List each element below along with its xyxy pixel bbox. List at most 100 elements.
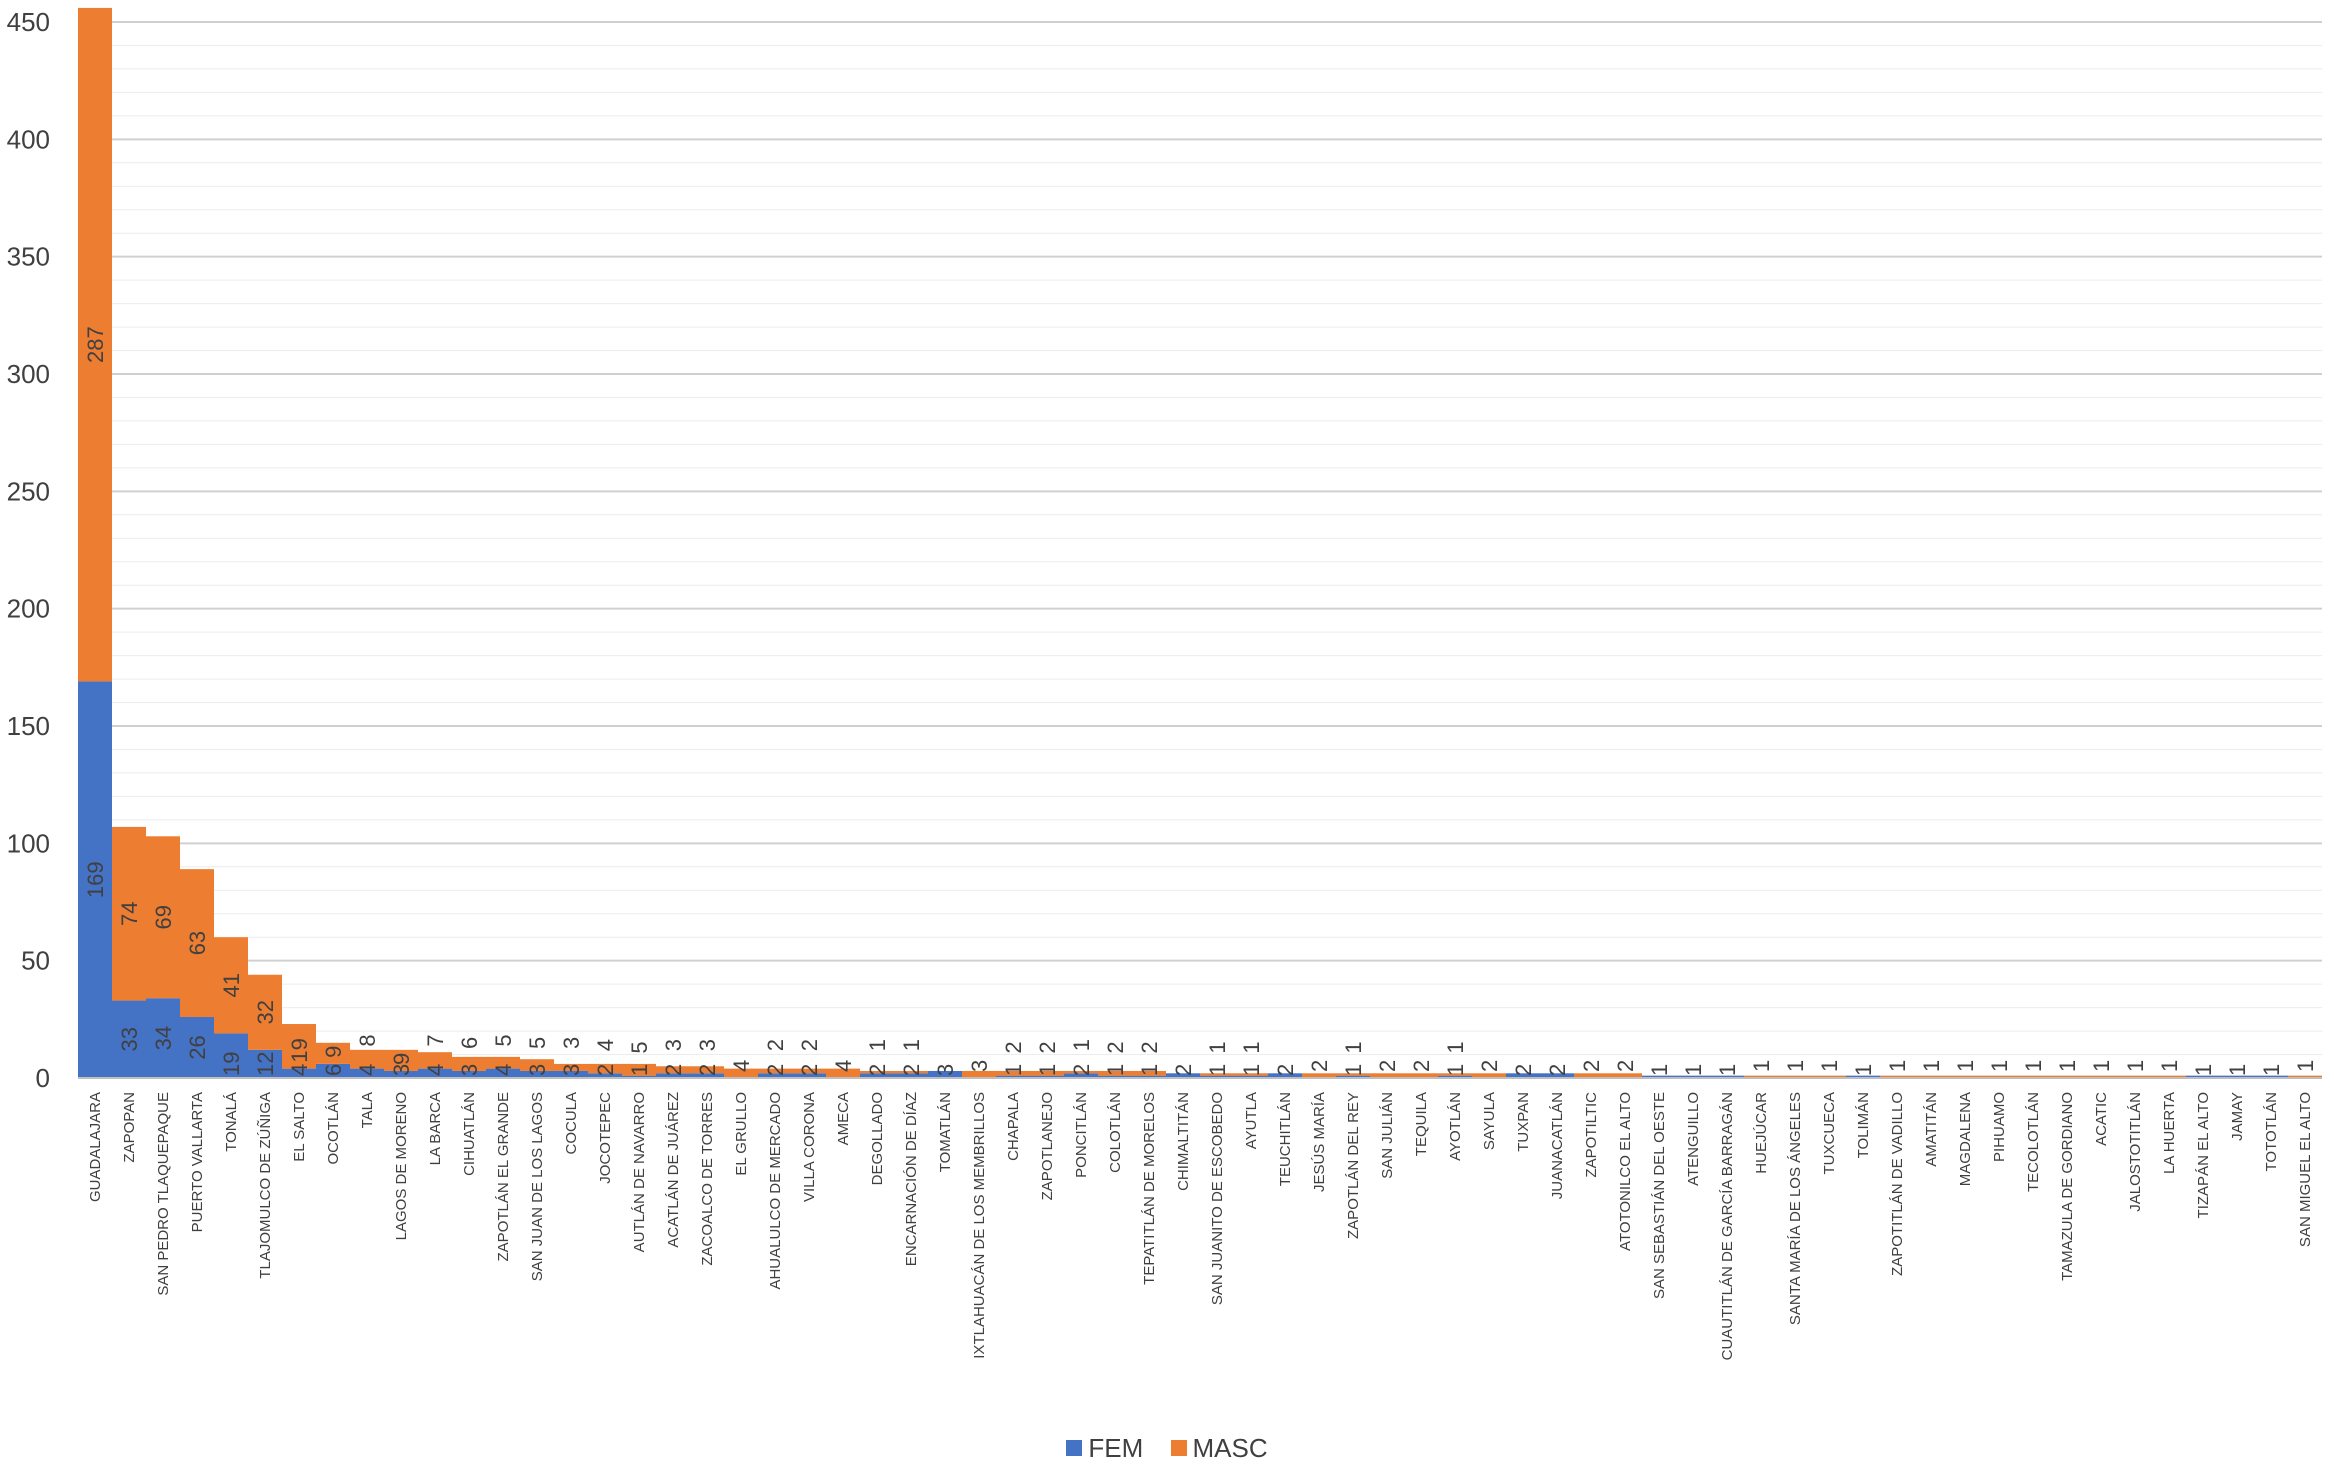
bar-segment-masc: [214, 937, 248, 1034]
data-label-fem: 1: [1137, 1064, 1162, 1076]
data-label-masc: 3: [661, 1039, 686, 1051]
y-tick-label: 450: [7, 7, 50, 37]
data-label-masc: 74: [117, 901, 142, 925]
data-label-masc: 2: [1477, 1060, 1502, 1072]
legend-swatch-fem: [1066, 1440, 1083, 1456]
bar-segment-masc: [1404, 1073, 1438, 1078]
bar-segment-fem: [486, 1068, 520, 1078]
category-label: AYUTLA: [1243, 1092, 1260, 1149]
bar-segment-masc: [996, 1070, 1030, 1076]
data-label-fem: 2: [661, 1064, 686, 1076]
data-label-fem: 33: [117, 1027, 142, 1051]
data-label-masc: 1: [1749, 1060, 1774, 1072]
y-tick-label: 0: [36, 1063, 50, 1093]
bar-segment-masc: [452, 1056, 486, 1071]
bar-segment-masc: [1574, 1073, 1608, 1078]
bar-segment-fem: [418, 1068, 452, 1078]
category-label: SAN JUAN DE LOS LAGOS: [529, 1092, 546, 1281]
data-label-fem: 1: [2191, 1064, 2216, 1076]
legend-label-fem: FEM: [1088, 1432, 1144, 1463]
bar-segment-fem: [758, 1073, 792, 1078]
bar-segment-masc: [1914, 1075, 1948, 1078]
bar-segment-masc: [1030, 1070, 1064, 1076]
data-label-masc: 2: [797, 1039, 822, 1051]
bars: [78, 7, 2322, 1078]
category-label: ZAPOTLÁN EL GRANDE: [495, 1092, 512, 1261]
data-label-masc: 1: [1341, 1041, 1366, 1053]
bar-segment-masc: [1948, 1075, 1982, 1078]
bar-segment-fem: [1132, 1075, 1166, 1078]
category-label: TIZAPÁN EL ALTO: [2195, 1092, 2212, 1218]
data-label-masc: 2: [1579, 1060, 1604, 1072]
bar-segment-fem: [554, 1070, 588, 1078]
bar-segment-masc: [112, 826, 146, 1001]
category-label: OCOTLÁN: [325, 1092, 342, 1165]
data-label-fem: 1: [1035, 1064, 1060, 1076]
bar-segment-fem: [214, 1033, 248, 1078]
bar-segment-fem: [384, 1070, 418, 1078]
category-label: EL SALTO: [291, 1092, 308, 1162]
data-label-fem: 1: [1205, 1064, 1230, 1076]
data-label-masc: 3: [559, 1037, 584, 1049]
data-label-masc: 1: [1885, 1060, 1910, 1072]
bar-segment-fem: [656, 1073, 690, 1078]
bar-segment-masc: [758, 1068, 792, 1074]
bar-segment-masc: [146, 836, 180, 999]
category-label: COLOTLÁN: [1107, 1092, 1124, 1173]
data-label-fem: 34: [151, 1026, 176, 1050]
data-label-fem: 1: [627, 1064, 652, 1076]
data-label-fem: 19: [219, 1052, 244, 1076]
bar-segment-masc: [1744, 1075, 1778, 1078]
bar-segment-masc: [690, 1066, 724, 1074]
bar-segment-fem: [452, 1070, 486, 1078]
data-label-masc: 5: [491, 1034, 516, 1046]
bar-segment-masc: [1098, 1070, 1132, 1076]
bar-segment-masc: [350, 1049, 384, 1069]
category-label: TALA: [359, 1092, 376, 1128]
y-tick-label: 100: [7, 828, 50, 858]
bar-segment-masc: [1778, 1075, 1812, 1078]
data-label-masc: 1: [1987, 1060, 2012, 1072]
data-label-fem: 1: [2259, 1064, 2284, 1076]
category-label: CHIMALTITÁN: [1175, 1092, 1192, 1191]
data-label-masc: 2: [763, 1039, 788, 1051]
category-label: TLAJOMULCO DE ZÚÑIGA: [257, 1092, 274, 1279]
data-label-masc: 2: [1307, 1060, 1332, 1072]
bar-segment-masc: [486, 1056, 520, 1069]
category-label: TEQUILA: [1413, 1092, 1430, 1156]
data-label-masc: 4: [831, 1060, 856, 1072]
data-label-masc: 19: [287, 1038, 312, 1062]
legend-item-fem: FEM: [1066, 1433, 1143, 1464]
bar-segment-fem: [2186, 1075, 2220, 1078]
bar-segment-fem: [1234, 1075, 1268, 1078]
data-label-masc: 6: [457, 1037, 482, 1049]
data-label-masc: 1: [899, 1039, 924, 1051]
bar-segment-masc: [1812, 1075, 1846, 1078]
category-label: TUXCUECA: [1821, 1092, 1838, 1175]
category-label: SAN JULIÁN: [1379, 1092, 1396, 1179]
bar-segment-masc: [2118, 1075, 2152, 1078]
data-label-masc: 1: [1443, 1041, 1468, 1053]
data-label-masc: 1: [1205, 1041, 1230, 1053]
data-label-fem: 2: [865, 1064, 890, 1076]
data-label-masc: 1: [1783, 1060, 1808, 1072]
data-label-fem: 1: [1681, 1064, 1706, 1076]
bar-segment-masc: [1234, 1073, 1268, 1076]
category-label: LA BARCA: [427, 1092, 444, 1165]
legend-swatch-masc: [1170, 1440, 1187, 1456]
category-label: TEUCHITLÁN: [1277, 1092, 1294, 1186]
category-label: AMATITÁN: [1923, 1092, 1940, 1167]
bar-segment-masc: [1302, 1073, 1336, 1078]
data-label-masc: 69: [151, 905, 176, 929]
data-label-fem: 2: [1069, 1064, 1094, 1076]
data-label-fem: 3: [525, 1064, 550, 1076]
category-label: TONALÁ: [223, 1092, 240, 1152]
data-label-masc: 1: [2157, 1060, 2182, 1072]
bar-segment-fem: [350, 1068, 384, 1078]
category-label: COCULA: [563, 1092, 580, 1155]
data-label-fem: 2: [797, 1064, 822, 1076]
category-label: TOTOTLÁN: [2263, 1092, 2280, 1171]
bar-segment-fem: [1064, 1073, 1098, 1078]
category-label: IXTLAHUACÁN DE LOS MEMBRILLOS: [971, 1092, 988, 1359]
data-label-masc: 1: [1239, 1041, 1264, 1053]
